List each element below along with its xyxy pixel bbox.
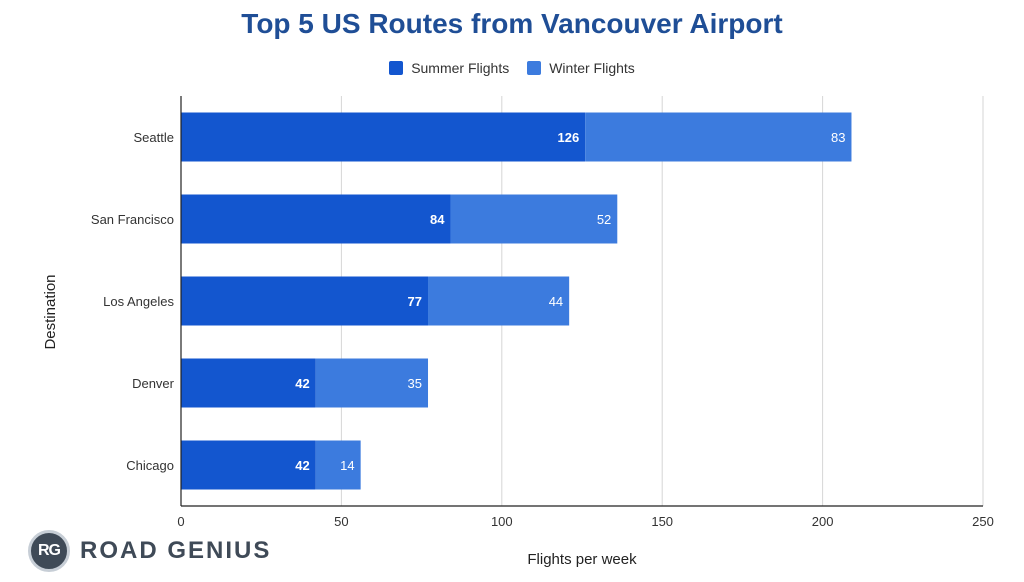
bar-summer-denver — [181, 358, 316, 408]
bar-summer-los-angeles — [181, 276, 429, 326]
legend-item-summer[interactable]: Summer Flights — [389, 60, 509, 76]
bar-winter-san-francisco — [450, 194, 618, 244]
y-category-label-san-francisco: San Francisco — [91, 212, 174, 227]
y-category-label-denver: Denver — [132, 376, 175, 391]
bar-winter-denver — [315, 358, 429, 408]
data-label-winter-denver: 35 — [408, 376, 422, 391]
y-category-label-los-angeles: Los Angeles — [103, 294, 174, 309]
data-label-summer-chicago: 42 — [295, 458, 309, 473]
x-tick-label-250: 250 — [972, 514, 994, 529]
x-axis-title: Flights per week — [527, 551, 637, 568]
legend-label-winter: Winter Flights — [549, 60, 635, 76]
bar-winter-seattle — [585, 112, 852, 162]
legend-item-winter[interactable]: Winter Flights — [527, 60, 635, 76]
brand-badge-letters: RG — [38, 542, 61, 559]
bar-summer-san-francisco — [181, 194, 451, 244]
chart-title: Top 5 US Routes from Vancouver Airport — [241, 8, 783, 39]
bar-winter-chicago — [315, 440, 361, 490]
x-tick-label-0: 0 — [177, 514, 184, 529]
legend-swatch-winter — [527, 61, 542, 75]
y-axis-title: Destination — [42, 274, 59, 349]
data-label-winter-san-francisco: 52 — [597, 212, 611, 227]
x-tick-label-100: 100 — [491, 514, 513, 529]
legend-label-summer: Summer Flights — [411, 60, 510, 76]
data-label-summer-los-angeles: 77 — [408, 294, 422, 309]
chart-legend: Summer Flights Winter Flights — [0, 60, 1024, 76]
x-tick-label-200: 200 — [812, 514, 834, 529]
data-label-summer-seattle: 126 — [558, 130, 580, 145]
brand-name: ROAD GENIUS — [80, 537, 272, 564]
x-tick-label-150: 150 — [651, 514, 673, 529]
x-tick-label-50: 50 — [334, 514, 348, 529]
bar-summer-chicago — [181, 440, 316, 490]
legend-swatch-summer — [389, 61, 404, 75]
data-label-winter-chicago: 14 — [340, 458, 354, 473]
data-label-summer-denver: 42 — [295, 376, 309, 391]
data-label-winter-los-angeles: 44 — [549, 294, 563, 309]
brand-logo: RG ROAD GENIUS — [28, 530, 271, 572]
bar-summer-seattle — [181, 112, 586, 162]
bar-winter-los-angeles — [428, 276, 570, 326]
y-category-label-seattle: Seattle — [134, 130, 174, 145]
data-label-winter-seattle: 83 — [831, 130, 845, 145]
y-category-label-chicago: Chicago — [126, 458, 174, 473]
brand-badge-icon: RG — [28, 530, 70, 572]
data-label-summer-san-francisco: 84 — [430, 212, 445, 227]
